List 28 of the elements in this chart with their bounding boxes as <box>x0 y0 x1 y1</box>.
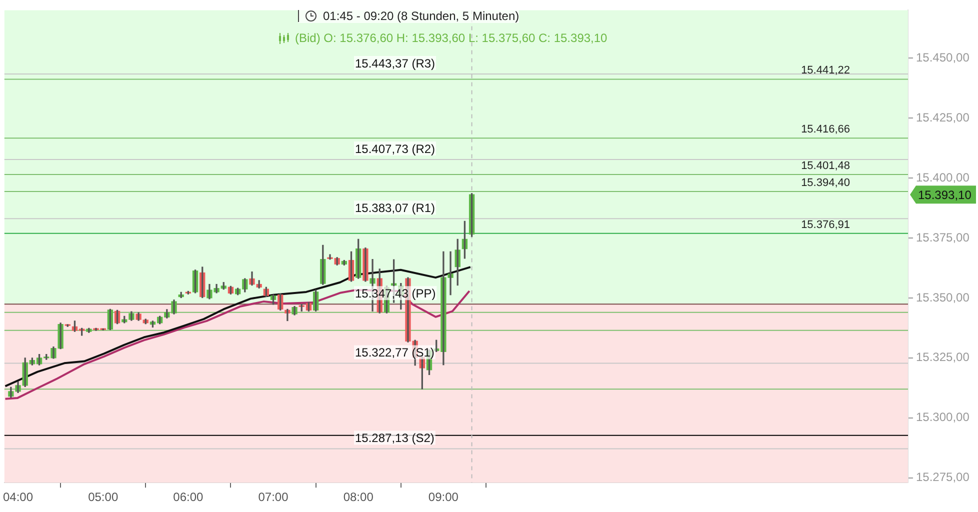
chart-title: 01:45 - 09:20 (8 Stunden, 5 Minuten) <box>323 9 520 23</box>
ref-line-label: 15.416,66 <box>801 124 850 136</box>
text: (Bid) O: 15.376,60 H: 15.393,60 L: 15.375,60 C: 15.393,10 <box>295 31 608 45</box>
annotation: 15.347,43 (PP) <box>354 286 436 300</box>
ref-line-label: 15.441,22 <box>801 64 850 77</box>
x-tick-label: 08:00 <box>343 490 374 504</box>
ref-line-label: 15.376,91 <box>801 218 850 231</box>
annotation: 15.407,73 (R2) <box>354 142 436 156</box>
annotation: 15.443,37 (R3) <box>354 56 436 70</box>
y-tick-label: 15.400,00 <box>916 170 970 184</box>
ref-line-label: 15.394,40 <box>801 177 850 190</box>
y-tick-label: 15.325,00 <box>916 350 970 364</box>
y-tick-label: 15.425,00 <box>916 110 970 124</box>
ref-line-label: 15.401,48 <box>801 160 850 172</box>
y-tick-label: 15.350,00 <box>916 290 970 304</box>
x-tick-label: 07:00 <box>258 490 289 504</box>
x-tick-label: 05:00 <box>88 490 118 504</box>
x-tick-label: 06:00 <box>173 490 204 504</box>
annotation: 15.322,77 (S1) <box>354 346 434 360</box>
text: 15.393,10 <box>918 188 972 202</box>
y-tick-label: 15.450,00 <box>916 50 970 64</box>
x-tick-label: 09:00 <box>428 490 459 504</box>
y-tick-label: 15.300,00 <box>916 410 970 424</box>
y-tick-label: 15.375,00 <box>916 230 970 244</box>
x-tick-label: 04:00 <box>3 490 34 504</box>
annotation: 15.383,07 (R1) <box>354 200 436 215</box>
y-tick-label: 15.275,00 <box>916 470 970 484</box>
annotation: 15.287,13 (S2) <box>354 431 434 446</box>
